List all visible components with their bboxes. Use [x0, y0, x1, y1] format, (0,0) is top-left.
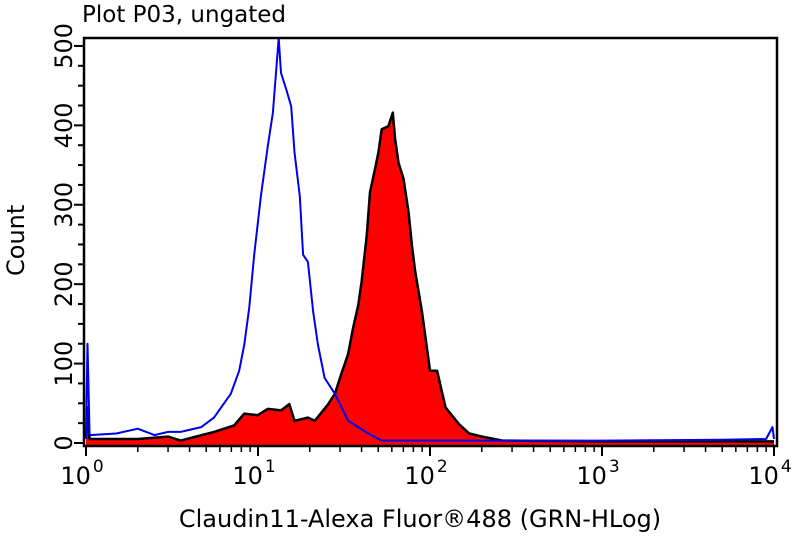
x-tick-label: 10 3 — [576, 457, 619, 490]
x-tick-label: 10 4 — [748, 457, 791, 490]
series-0-line — [85, 37, 775, 442]
series-1-fill — [86, 112, 774, 446]
y-tick-label: 0 — [50, 435, 78, 450]
y-tick-label: 100 — [50, 341, 78, 387]
x-tick-label: 10 0 — [60, 457, 103, 490]
x-tick-label: 10 2 — [404, 457, 447, 490]
y-tick-label: 200 — [50, 261, 78, 307]
chart-title: Plot P03, ungated — [82, 2, 287, 28]
x-tick-label: 10 1 — [232, 457, 275, 490]
x-axis-label: Claudin11-Alexa Fluor®488 (GRN-HLog) — [178, 505, 662, 533]
y-tick-label: 500 — [50, 23, 78, 69]
series-1-edge — [84, 111, 774, 443]
y-tick-label: 300 — [50, 182, 78, 228]
y-tick-label: 400 — [50, 102, 78, 148]
